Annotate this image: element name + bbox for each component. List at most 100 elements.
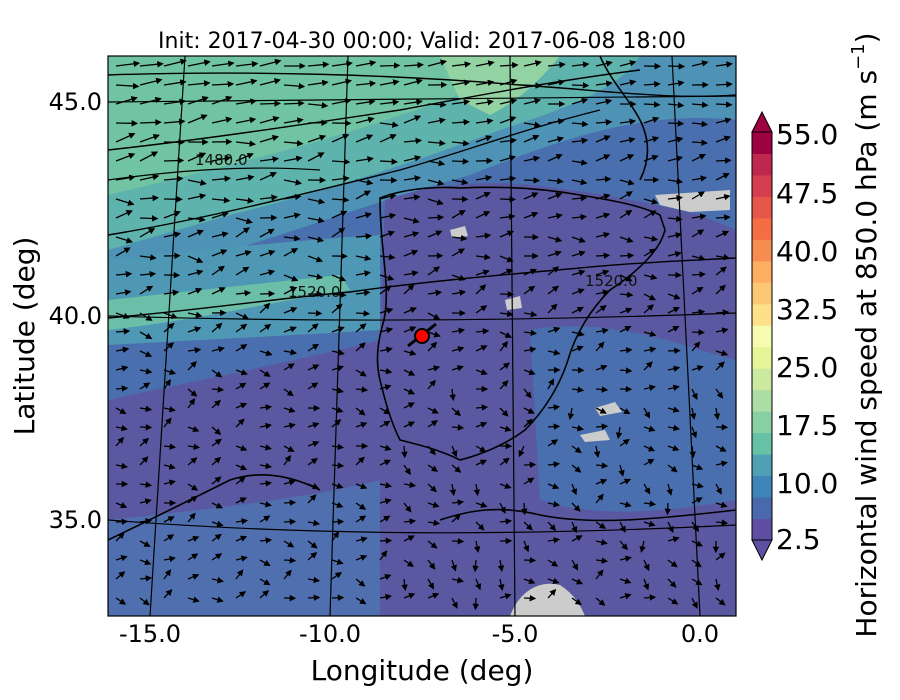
wind-vector <box>283 234 301 242</box>
wind-vector <box>163 555 176 563</box>
wind-vector <box>715 388 724 399</box>
wind-vector <box>691 341 701 352</box>
wind-vector <box>283 155 303 162</box>
wind-vector <box>595 462 609 469</box>
wind-vector <box>691 139 708 146</box>
colorbar-extend-max <box>751 110 773 133</box>
wind-vector <box>547 303 558 314</box>
wind-vector <box>427 578 435 590</box>
wind-vector <box>667 444 680 452</box>
wind-vector <box>355 597 367 605</box>
wind-vector <box>451 327 466 335</box>
wind-vector <box>139 228 156 238</box>
wind-vector <box>259 537 273 544</box>
wind-vector <box>307 236 325 243</box>
wind-vector <box>427 101 447 108</box>
wind-vector <box>715 361 725 371</box>
wind-vector <box>666 483 673 496</box>
wind-vector <box>403 464 411 476</box>
wind-vector <box>643 520 656 527</box>
colorbar-tick-label: 17.5 <box>776 409 838 442</box>
wind-vector <box>475 269 490 276</box>
wind-vector <box>235 369 248 376</box>
wind-vector <box>379 481 392 489</box>
wind-vector <box>235 98 257 105</box>
wind-vector <box>355 554 368 561</box>
wind-vector <box>643 330 657 337</box>
wind-vector <box>475 211 491 219</box>
wind-vector <box>355 483 368 490</box>
wind-vector <box>355 421 368 429</box>
wind-vector <box>619 407 631 415</box>
wind-vector <box>235 418 245 428</box>
wind-vector <box>547 461 561 468</box>
wind-vector <box>523 329 538 337</box>
wind-vector <box>523 346 537 353</box>
wind-vector <box>499 502 506 514</box>
wind-vector <box>475 99 494 106</box>
wind-vector <box>259 444 272 451</box>
wind-vector <box>259 382 271 390</box>
wind-vector <box>163 417 172 428</box>
contour-label: 1480.0 <box>195 151 248 169</box>
wind-vector <box>427 540 438 549</box>
contour-label: 1520.0 <box>288 283 341 301</box>
wind-vector <box>379 327 394 334</box>
wind-vector <box>283 139 304 147</box>
colorbar-tick-label: 47.5 <box>776 177 838 210</box>
wind-vector <box>307 323 319 333</box>
wind-vector <box>427 198 444 206</box>
wind-vector <box>139 382 151 390</box>
colorbar-segment <box>752 303 772 326</box>
wind-vector <box>595 193 611 200</box>
wind-vector <box>211 249 228 257</box>
wind-vector <box>715 501 728 508</box>
wind-vector <box>163 516 175 523</box>
wind-vector <box>571 424 584 432</box>
wind-vector <box>451 424 465 431</box>
wind-vector <box>427 159 446 167</box>
wind-vector <box>331 462 345 469</box>
wind-vector <box>187 443 201 451</box>
wind-vector <box>523 285 536 295</box>
wind-vector <box>259 501 272 508</box>
wind-vector <box>715 230 730 238</box>
wind-vector <box>451 99 471 106</box>
wind-vector <box>379 550 388 561</box>
wind-vector <box>235 197 255 204</box>
wind-vector <box>139 368 153 375</box>
colorbar-segment <box>752 368 772 391</box>
wind-vector <box>235 518 249 525</box>
wind-vector <box>403 231 420 238</box>
wind-vector <box>163 569 172 580</box>
wind-vector <box>475 578 482 591</box>
wind-vector <box>235 116 257 124</box>
wind-vector <box>379 79 400 86</box>
wind-vector <box>139 285 154 295</box>
wind-vector <box>211 438 222 447</box>
wind-vector <box>643 483 651 495</box>
wind-vector <box>547 536 561 544</box>
wind-vector <box>571 597 582 606</box>
wind-vector <box>403 421 415 428</box>
wind-vector <box>427 559 436 570</box>
wind-vector <box>115 385 129 392</box>
wind-vector <box>523 557 537 564</box>
wind-vector <box>403 559 414 568</box>
wind-vector <box>643 116 660 124</box>
wind-vector <box>475 345 488 352</box>
wind-vector <box>523 595 537 602</box>
wind-vector <box>595 423 609 430</box>
wind-vector <box>664 502 671 516</box>
wind-vector <box>619 593 632 600</box>
wind-vector <box>691 229 705 238</box>
wind-vector <box>307 422 320 429</box>
wind-vector <box>595 231 611 239</box>
wind-vector <box>571 159 588 166</box>
wind-vector <box>715 61 733 68</box>
wind-vector <box>715 327 729 334</box>
wind-vector <box>283 179 303 186</box>
wind-vector <box>451 499 465 506</box>
x-tick-label: -5.0 <box>492 620 539 648</box>
wind-vector <box>691 308 706 316</box>
